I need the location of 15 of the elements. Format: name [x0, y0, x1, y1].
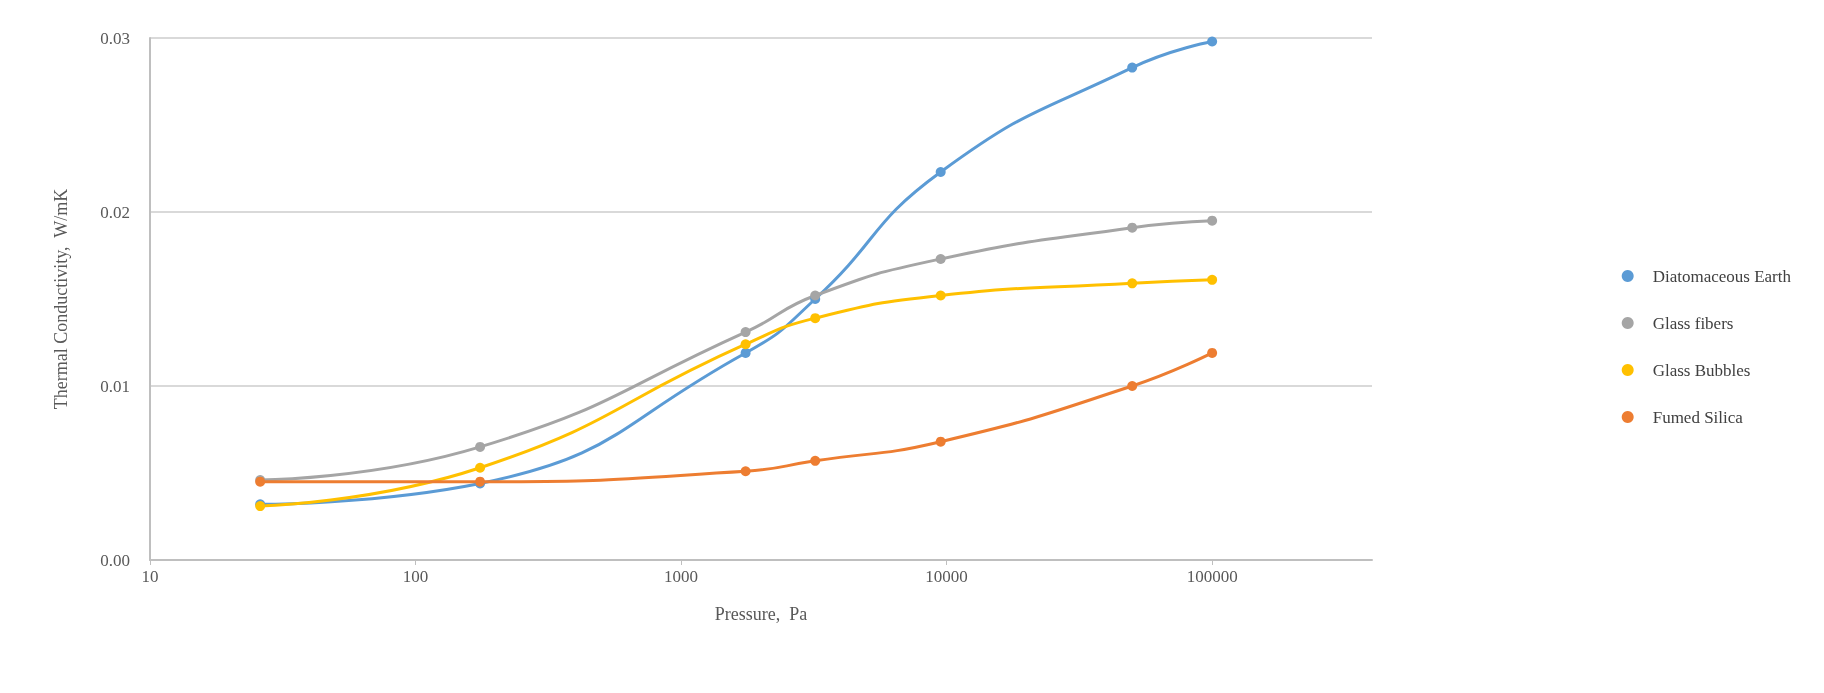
y-tick-label: 0.03 [100, 28, 130, 48]
legend-label: Diatomaceous Earth [1652, 266, 1792, 286]
legend-label: Glass Bubbles [1652, 360, 1751, 380]
legend-label: Fumed Silica [1652, 407, 1744, 427]
x-tick-label: 100 [402, 567, 429, 586]
y-tick-label: 0.01 [100, 376, 130, 396]
y-tick-label: 0.00 [100, 550, 130, 570]
x-tick-label: 100000 [1186, 567, 1238, 586]
x-tick-label: 10 [141, 567, 159, 586]
x-tick-label: 10000 [925, 567, 968, 586]
x-tick-label: 1000 [664, 567, 699, 586]
y-tick-label: 0.02 [100, 202, 130, 222]
legend-label: Glass fibers [1652, 313, 1734, 333]
y-axis-title: Thermal Conductivity, W/mK [51, 188, 71, 410]
x-axis-title: Pressure, Pa [714, 604, 808, 624]
